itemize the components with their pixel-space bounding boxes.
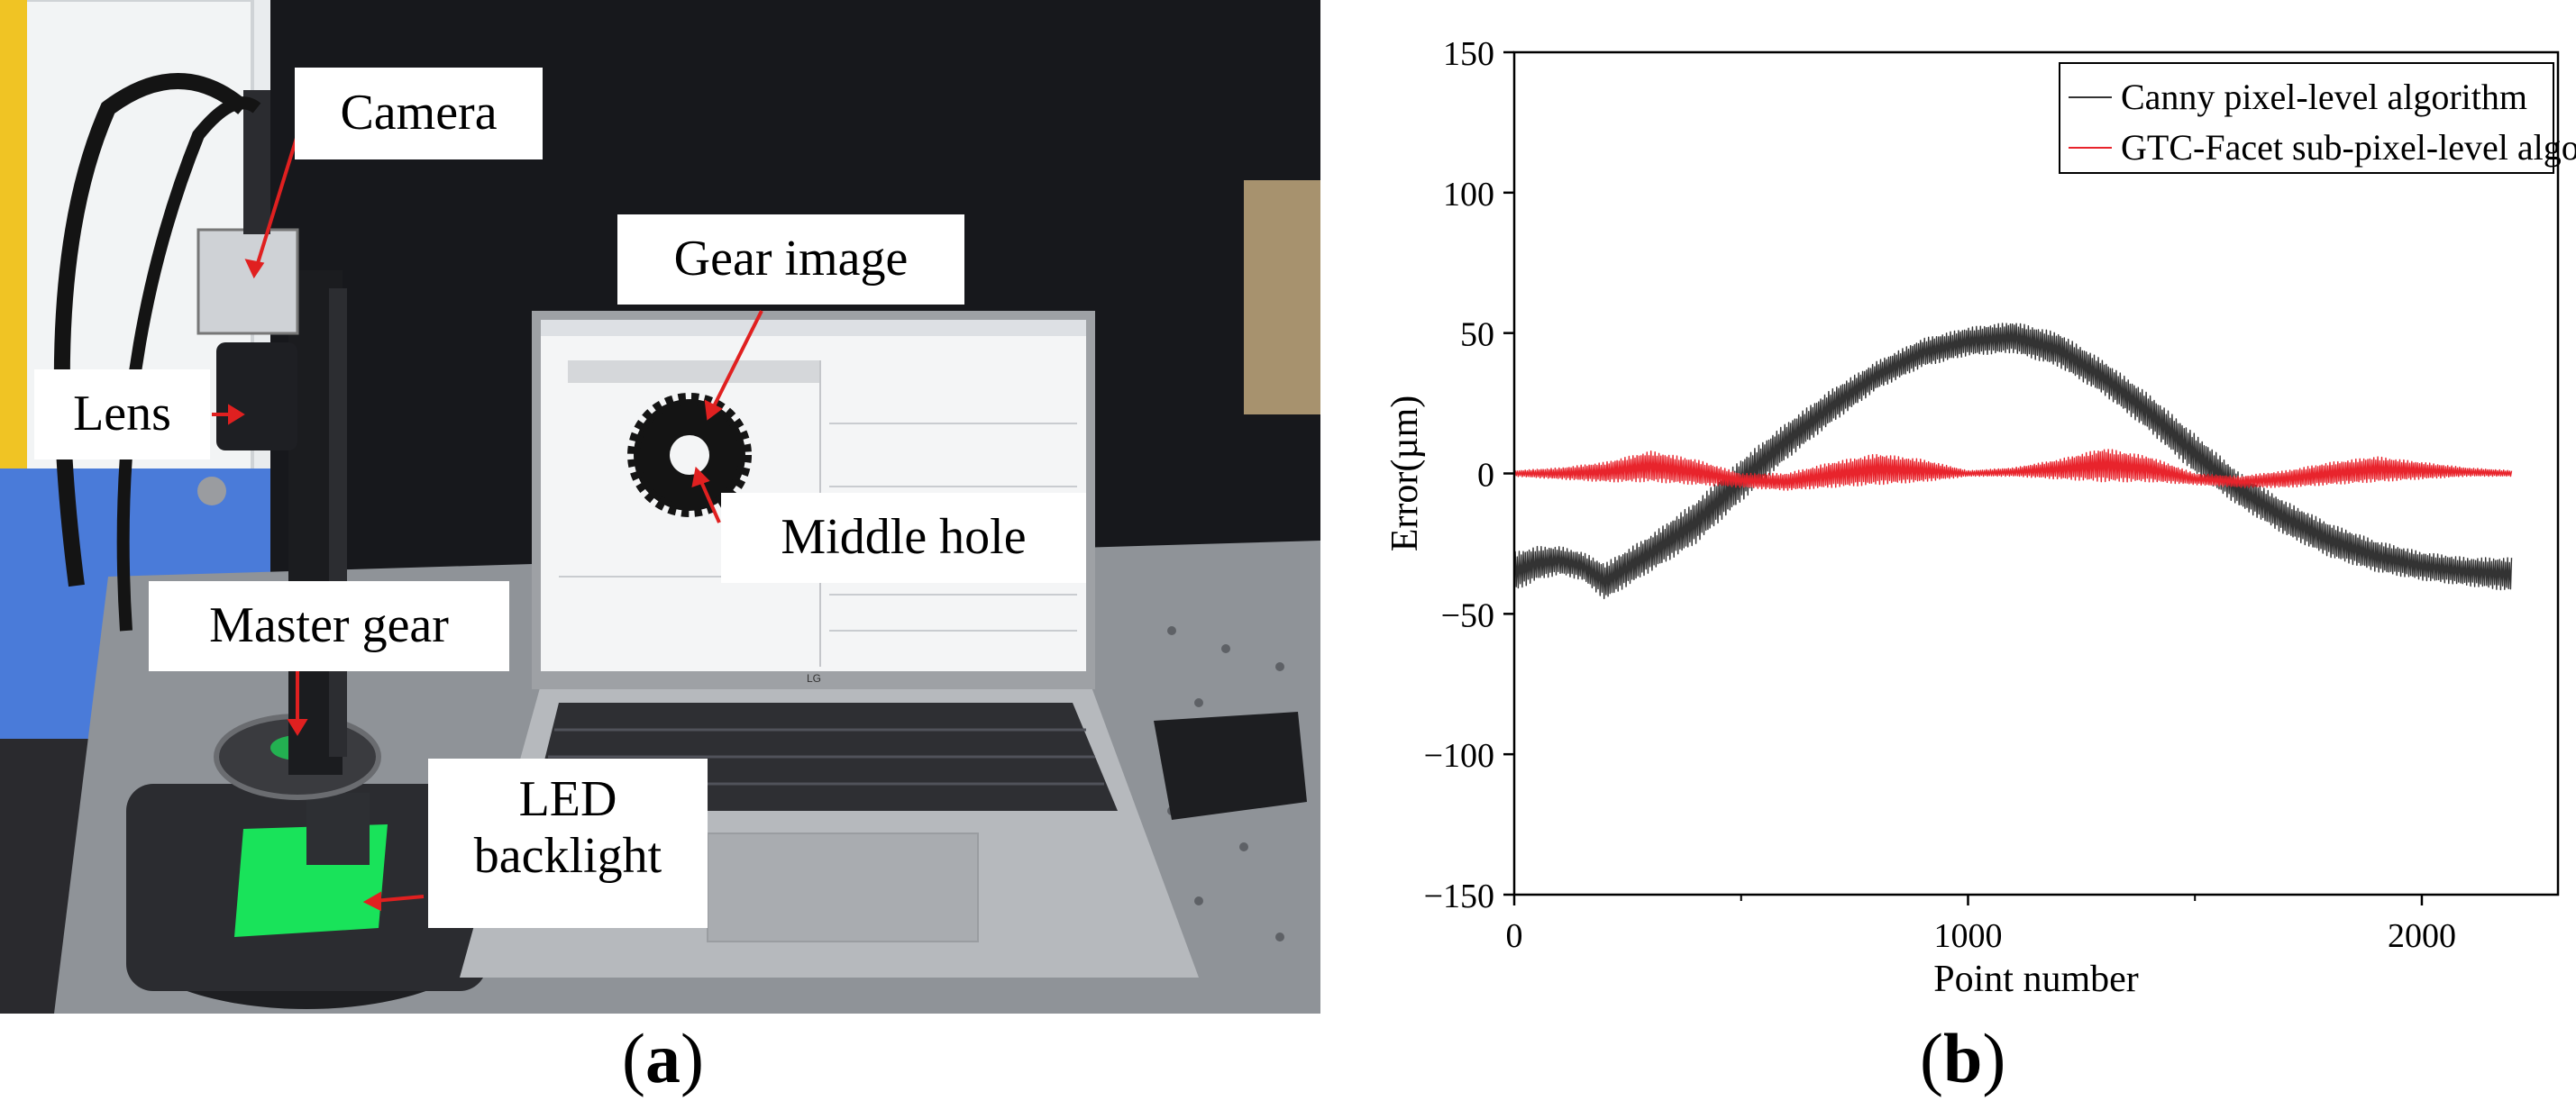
y-tick-label: 150 (1443, 35, 1494, 73)
y-axis-label: Error(µm) (1384, 396, 1426, 551)
setup-illustration: LG (0, 0, 1320, 1014)
y-tick-label: −150 (1424, 878, 1494, 915)
legend-label-gtc: GTC-Facet sub-pixel-level algorithm (2121, 127, 2576, 168)
gear-middle-hole (670, 435, 709, 475)
caption-a: (a) (622, 1019, 704, 1097)
caption-b: (b) (1920, 1019, 2006, 1097)
ticks-layer: 150 100 50 0 −50 −100 −150 0 1000 2000 (1424, 35, 2456, 955)
lens (216, 342, 297, 450)
series-layer (1513, 323, 2513, 599)
callout-arrows (212, 134, 763, 912)
x-tick-label: 1000 (1933, 917, 2002, 955)
error-chart: 150 100 50 0 −50 −100 −150 0 1000 2000 Point numb… (1370, 0, 2576, 1018)
legend-label-canny: Canny pixel-level algorithm (2121, 77, 2527, 117)
y-tick-label: 100 (1443, 176, 1494, 214)
caption-b-letter: b (1942, 1019, 1983, 1097)
y-tick-label: 0 (1477, 457, 1494, 495)
error-chart-svg: 150 100 50 0 −50 −100 −150 0 1000 2000 Point numb… (1384, 35, 2576, 1000)
cardboard-box (1244, 180, 1320, 414)
callout-led-line2: backlight (473, 827, 662, 884)
legend: Canny pixel-level algorithm GTC-Facet su… (2059, 62, 2576, 174)
yellow-wall-edge (0, 0, 27, 505)
black-box (1154, 712, 1307, 820)
callout-led-backlight: LED backlight (428, 759, 708, 928)
series-canny-line (1513, 323, 2513, 599)
laptop-touchpad (707, 832, 979, 942)
experimental-setup-photo: LG Camera Lens Gear image Middle hole Ma… (0, 0, 1320, 1014)
y-tick-label: 50 (1460, 316, 1494, 354)
callout-gear-image: Gear image (617, 214, 964, 305)
legend-box (2059, 62, 2554, 174)
adjust-knob (197, 477, 226, 505)
callout-led-line1: LED (518, 771, 617, 827)
laptop-logo: LG (807, 672, 821, 685)
callout-master-gear: Master gear (149, 581, 509, 671)
caption-a-letter: a (644, 1019, 681, 1097)
camera (196, 228, 299, 335)
callout-middle-hole: Middle hole (721, 493, 1086, 583)
series-gtc-facet-line (1513, 449, 2513, 491)
callout-camera: Camera (295, 68, 543, 159)
callout-lens: Lens (34, 369, 210, 459)
x-tick-label: 0 (1506, 917, 1523, 955)
y-tick-label: −50 (1441, 596, 1494, 634)
x-axis-label: Point number (1933, 959, 2139, 1000)
y-tick-label: −100 (1424, 737, 1494, 775)
x-tick-label: 2000 (2388, 917, 2456, 955)
